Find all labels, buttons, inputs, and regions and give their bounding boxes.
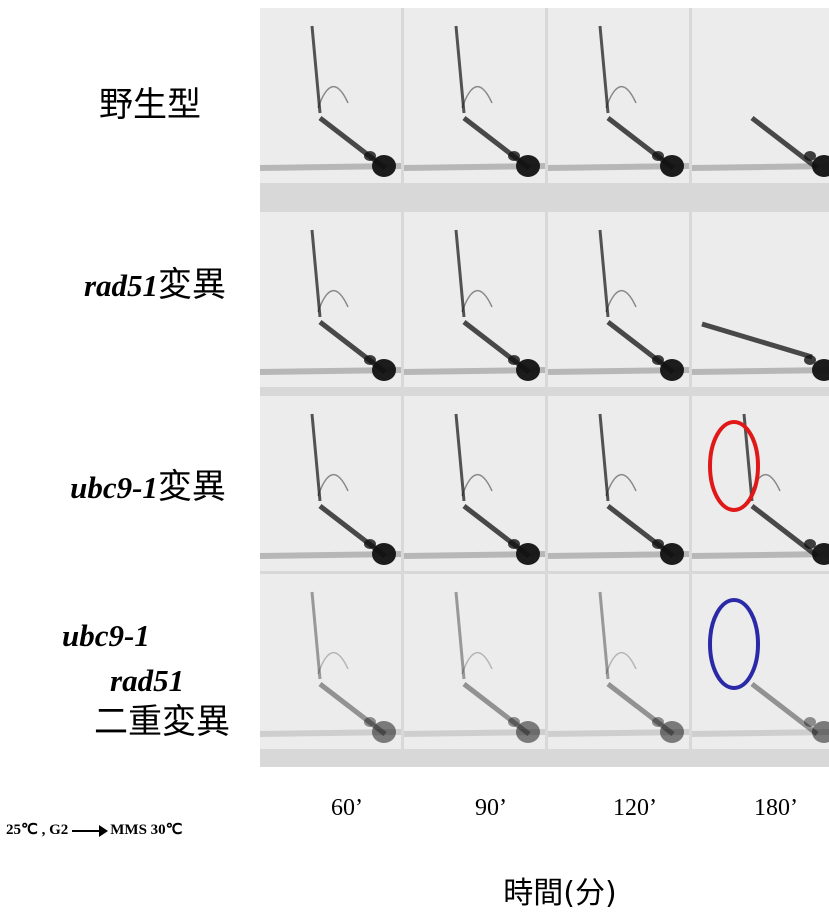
blot-grid [260, 8, 829, 767]
double-mutant-suffix: 二重変異 [94, 702, 230, 743]
blot-panel [548, 396, 689, 571]
blot-image [692, 598, 829, 743]
time-label-120: 120’ [613, 795, 657, 821]
blot-panel [404, 574, 545, 749]
blot-image [260, 413, 401, 565]
row-label-wild-type: 野生型 [70, 85, 230, 125]
blot-panel [692, 574, 829, 749]
gene-name: ubc9-1 [70, 470, 158, 505]
blot-panel [404, 396, 545, 571]
x-axis-label: 時間(分) [503, 876, 617, 911]
blot-image [404, 591, 545, 743]
row-label-double-mutant: ubc9-1 rad51 二重変異 [62, 618, 262, 743]
row-label-ubc9-mutant: ubc9-1変異 [48, 467, 248, 507]
blot-panel [260, 8, 401, 183]
blot-panel [260, 396, 401, 571]
blot-panel [548, 574, 689, 749]
blot-panel [260, 574, 401, 749]
blot-panel [692, 8, 829, 183]
blot-image [548, 413, 689, 565]
time-label-60: 60’ [331, 795, 363, 821]
blot-panel [548, 212, 689, 387]
blot-image [404, 413, 545, 565]
blot-row-double [260, 574, 829, 749]
mutant-suffix: 変異 [157, 467, 226, 507]
blot-image [548, 25, 689, 177]
blot-image [404, 229, 545, 381]
row-label-rad51-mutant: rad51変異 [65, 265, 245, 305]
blot-row-rad51 [260, 212, 829, 387]
gene-name-2: rad51 [110, 662, 185, 698]
mutant-suffix: 変異 [158, 265, 227, 305]
blot-image [548, 591, 689, 743]
blot-image [260, 591, 401, 743]
blot-panel [404, 8, 545, 183]
blot-row-wild-type [260, 8, 829, 183]
highlight-circle-blue [708, 598, 760, 690]
blot-image [404, 25, 545, 177]
blot-image [692, 321, 829, 381]
condition-end: MMS 30℃ [110, 822, 183, 838]
blot-image [260, 229, 401, 381]
blot-panel [260, 212, 401, 387]
row-label-text: 野生型 [99, 85, 201, 125]
condition-start: 25℃ , G2 [6, 822, 69, 838]
arrow-icon [72, 824, 109, 837]
blot-panel [692, 396, 829, 571]
gene-name: rad51 [83, 268, 159, 303]
highlight-circle-red [708, 420, 760, 512]
blot-image [692, 413, 829, 565]
blot-panel [548, 8, 689, 183]
blot-image [548, 229, 689, 381]
blot-panel [692, 212, 829, 387]
time-label-180: 180’ [754, 795, 798, 821]
blot-image [692, 116, 829, 177]
gene-name-1: ubc9-1 [62, 618, 150, 653]
time-label-90: 90’ [475, 795, 507, 821]
blot-image [260, 25, 401, 177]
blot-panel [404, 212, 545, 387]
condition-label: 25℃ , G2 MMS 30℃ [6, 820, 183, 839]
blot-row-ubc9 [260, 396, 829, 571]
